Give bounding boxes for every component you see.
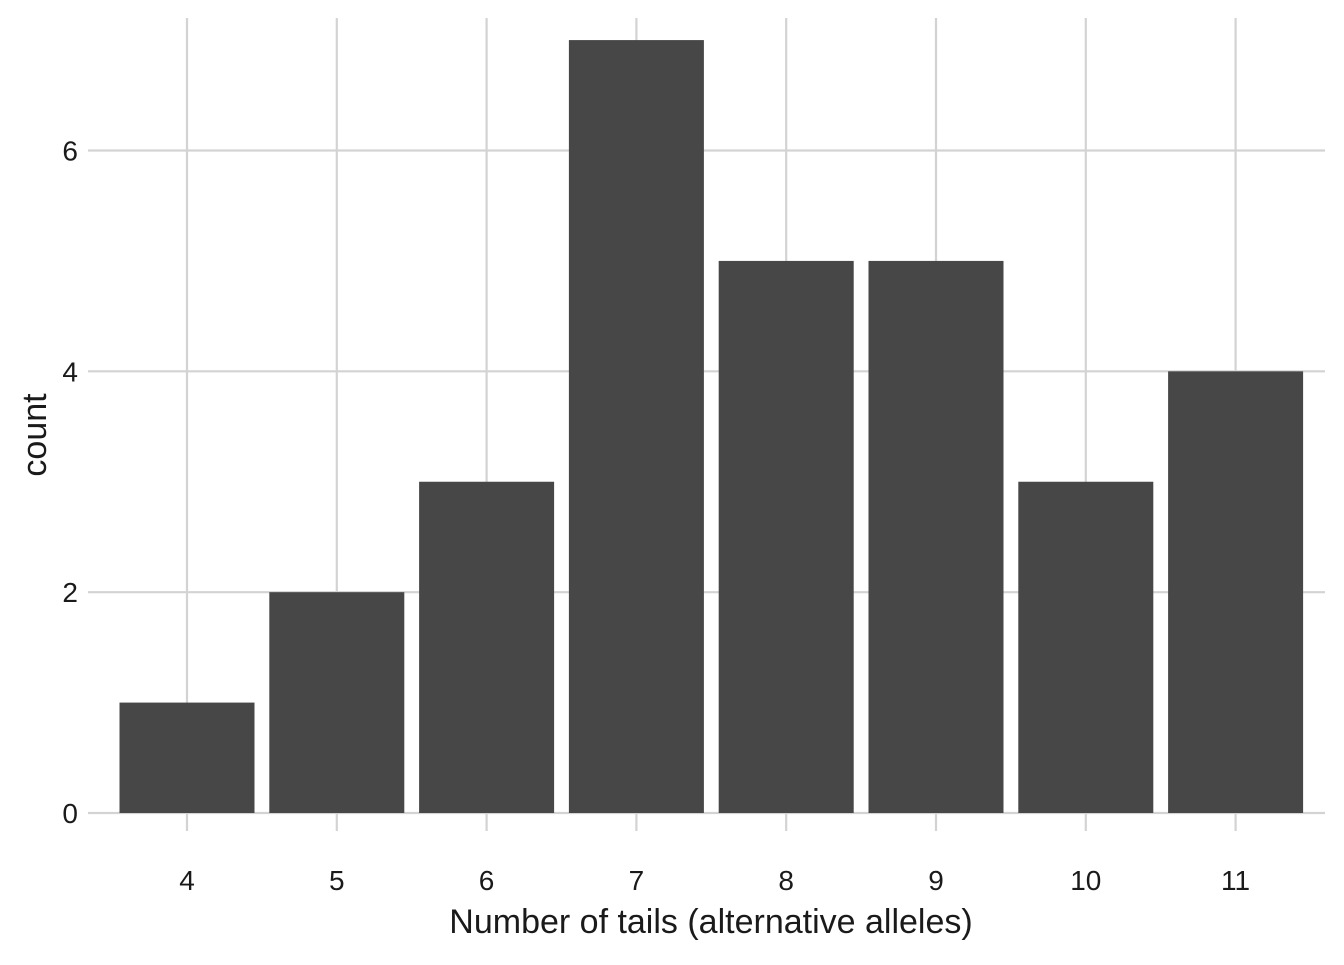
bar-5 — [269, 592, 405, 813]
y-tick-label-6: 6 — [62, 136, 78, 167]
x-tick-label-8: 8 — [778, 865, 794, 896]
y-tick-label-4: 4 — [62, 356, 78, 387]
bar-7 — [568, 40, 704, 814]
bar-6 — [419, 481, 555, 813]
y-tick-label-2: 2 — [62, 577, 78, 608]
x-tick-label-5: 5 — [329, 865, 345, 896]
x-tick-label-4: 4 — [179, 865, 195, 896]
y-tick-label-0: 0 — [62, 798, 78, 829]
bar-layer — [119, 40, 1304, 814]
x-tick-label-10: 10 — [1070, 865, 1101, 896]
tick-layer: 0 2 4 6 4 5 6 7 8 9 10 11 — [62, 136, 1250, 897]
bar-8 — [718, 260, 854, 814]
x-tick-label-7: 7 — [629, 865, 645, 896]
bar-4 — [119, 702, 255, 813]
x-tick-label-6: 6 — [479, 865, 495, 896]
bar-9 — [868, 260, 1004, 814]
bar-11 — [1168, 371, 1304, 813]
x-tick-label-9: 9 — [928, 865, 944, 896]
x-axis-title: Number of tails (alternative alleles) — [449, 903, 972, 941]
y-axis-title: count — [16, 393, 54, 477]
bar-10 — [1018, 481, 1154, 813]
x-tick-label-11: 11 — [1221, 865, 1250, 896]
